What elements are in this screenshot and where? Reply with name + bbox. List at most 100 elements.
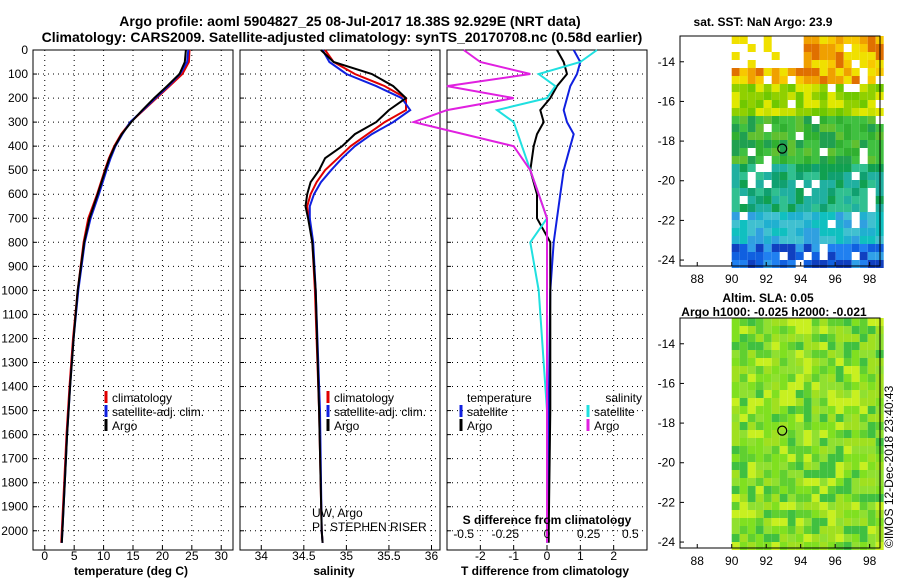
map-cell [859, 252, 868, 260]
map-cell [755, 390, 764, 398]
map-cell [859, 414, 868, 422]
map-cell [755, 326, 764, 334]
map-cell [827, 334, 836, 342]
map-cell [803, 76, 812, 84]
profile-line-argo [60, 49, 187, 543]
map-cell [795, 366, 804, 374]
map-cell [795, 494, 804, 502]
map-cell [827, 140, 836, 148]
x-tick-label: 15 [126, 549, 140, 563]
map-cell [779, 326, 788, 334]
map-cell [763, 228, 772, 236]
depth-tick-label: 1700 [1, 452, 28, 466]
map-cell [779, 366, 788, 374]
map-cell [795, 334, 804, 342]
map-cell [747, 542, 756, 550]
map-cell [795, 228, 804, 236]
map-cell [859, 212, 868, 220]
map-cell [867, 534, 876, 542]
profile-line-s-satellite [494, 49, 598, 543]
map-cell [835, 76, 844, 84]
map-cell [771, 196, 780, 204]
map-cell [843, 390, 852, 398]
map-cell [835, 44, 844, 52]
map-cell [731, 526, 740, 534]
map-cell [755, 318, 764, 326]
map-cell [739, 220, 748, 228]
map-cell [835, 180, 844, 188]
map-cell [795, 204, 804, 212]
map-x-tick-label: 98 [863, 272, 877, 286]
map-cell [827, 366, 836, 374]
map-cell [779, 534, 788, 542]
map-cell [739, 478, 748, 486]
map-cell [859, 318, 868, 326]
map-cell [787, 260, 796, 268]
x-tick-label: 5 [71, 549, 78, 563]
map-cell [811, 156, 820, 164]
map-cell [859, 438, 868, 446]
map-cell [851, 244, 860, 252]
map-cell [731, 204, 740, 212]
map-cell [779, 414, 788, 422]
x-tick-label: 2 [610, 549, 617, 563]
map-cell [835, 244, 844, 252]
profile-line-t-satellite [546, 49, 582, 543]
map-cell [787, 204, 796, 212]
map-cell [827, 252, 836, 260]
map-cell [779, 236, 788, 244]
map-cell [787, 172, 796, 180]
map-cell [771, 108, 780, 116]
map-cell [859, 502, 868, 510]
map-cell [755, 124, 764, 132]
map-cell [859, 454, 868, 462]
map-x-tick-label: 94 [794, 272, 808, 286]
map-cell [803, 318, 812, 326]
map-cell [851, 502, 860, 510]
map-cell [795, 486, 804, 494]
map-cell [835, 334, 844, 342]
map-cell [827, 326, 836, 334]
map-cell [859, 164, 868, 172]
map-cell [851, 318, 860, 326]
map-cell [763, 252, 772, 260]
map-cell [851, 76, 860, 84]
map-cell [747, 212, 756, 220]
depth-tick-label: 2000 [1, 524, 28, 538]
map-cell [851, 510, 860, 518]
map-cell [779, 374, 788, 382]
map-cell [787, 220, 796, 228]
map-cell [763, 382, 772, 390]
map-cell [867, 318, 876, 326]
map-cell [827, 108, 836, 116]
map-cell [851, 390, 860, 398]
map-cell [771, 342, 780, 350]
map-cell [731, 350, 740, 358]
legend-climatology: climatology [334, 391, 394, 405]
map-cell [771, 486, 780, 494]
map-cell [787, 358, 796, 366]
map-cell [779, 156, 788, 164]
map-cell [779, 462, 788, 470]
map-cell [803, 326, 812, 334]
map-cell [763, 36, 772, 44]
map-cell [851, 44, 860, 52]
map-cell [771, 204, 780, 212]
map-cell [739, 526, 748, 534]
map-cell [859, 236, 868, 244]
map-cell [755, 382, 764, 390]
sla-map-subtitle: Argo h1000: -0.025 h2000: -0.021 [681, 305, 867, 319]
map-cell [827, 156, 836, 164]
map-cell [811, 470, 820, 478]
map-cell [771, 494, 780, 502]
map-cell [779, 100, 788, 108]
map-cell [859, 350, 868, 358]
map-cell [811, 132, 820, 140]
legend-s-satellite: satellite [594, 405, 635, 419]
map-cell [867, 228, 876, 236]
map-cell [731, 252, 740, 260]
map-cell [747, 502, 756, 510]
map-cell [763, 342, 772, 350]
map-cell [867, 518, 876, 526]
map-cell [747, 478, 756, 486]
